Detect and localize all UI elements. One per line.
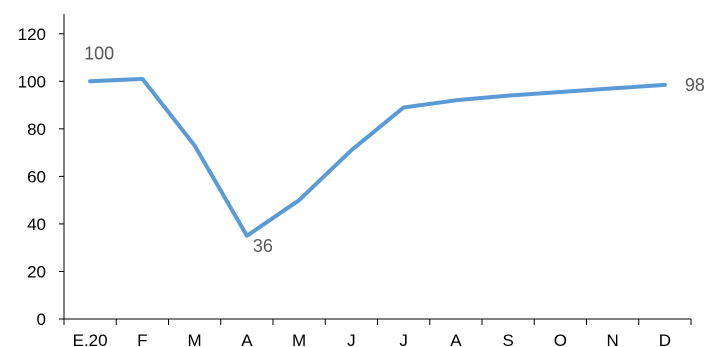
series-line <box>88 76 667 238</box>
x-tick-label: A <box>241 331 253 347</box>
x-tick-label: D <box>659 331 671 347</box>
data-labels: 100 36 98 <box>84 43 705 256</box>
x-tick-label: J <box>399 331 408 347</box>
x-tick-label: N <box>606 331 618 347</box>
y-tick-label: 60 <box>27 167 46 186</box>
y-tick-label: 20 <box>27 262 46 281</box>
y-tick-label: 0 <box>37 310 46 329</box>
x-tick-label: M <box>188 331 202 347</box>
x-tick-label: J <box>347 331 356 347</box>
x-tick-label: O <box>554 331 567 347</box>
y-axis-tick-labels: 0 20 40 60 80 100 120 <box>18 25 46 329</box>
data-label: 100 <box>84 43 114 63</box>
x-axis-ticks <box>63 319 692 325</box>
data-label: 36 <box>253 236 273 256</box>
x-axis-tick-labels: E.20 F M A M J J A S O N D <box>73 331 671 347</box>
x-tick-label: A <box>450 331 462 347</box>
axes <box>63 14 691 320</box>
x-tick-label: M <box>292 331 306 347</box>
y-tick-label: 40 <box>27 215 46 234</box>
y-axis-ticks <box>59 33 64 320</box>
data-label: 98 <box>685 75 705 95</box>
x-tick-label: S <box>502 331 513 347</box>
y-tick-label: 80 <box>27 120 46 139</box>
y-tick-label: 120 <box>18 25 46 44</box>
y-tick-label: 100 <box>18 72 46 91</box>
x-tick-label: F <box>137 331 147 347</box>
x-tick-label: E.20 <box>73 331 108 347</box>
